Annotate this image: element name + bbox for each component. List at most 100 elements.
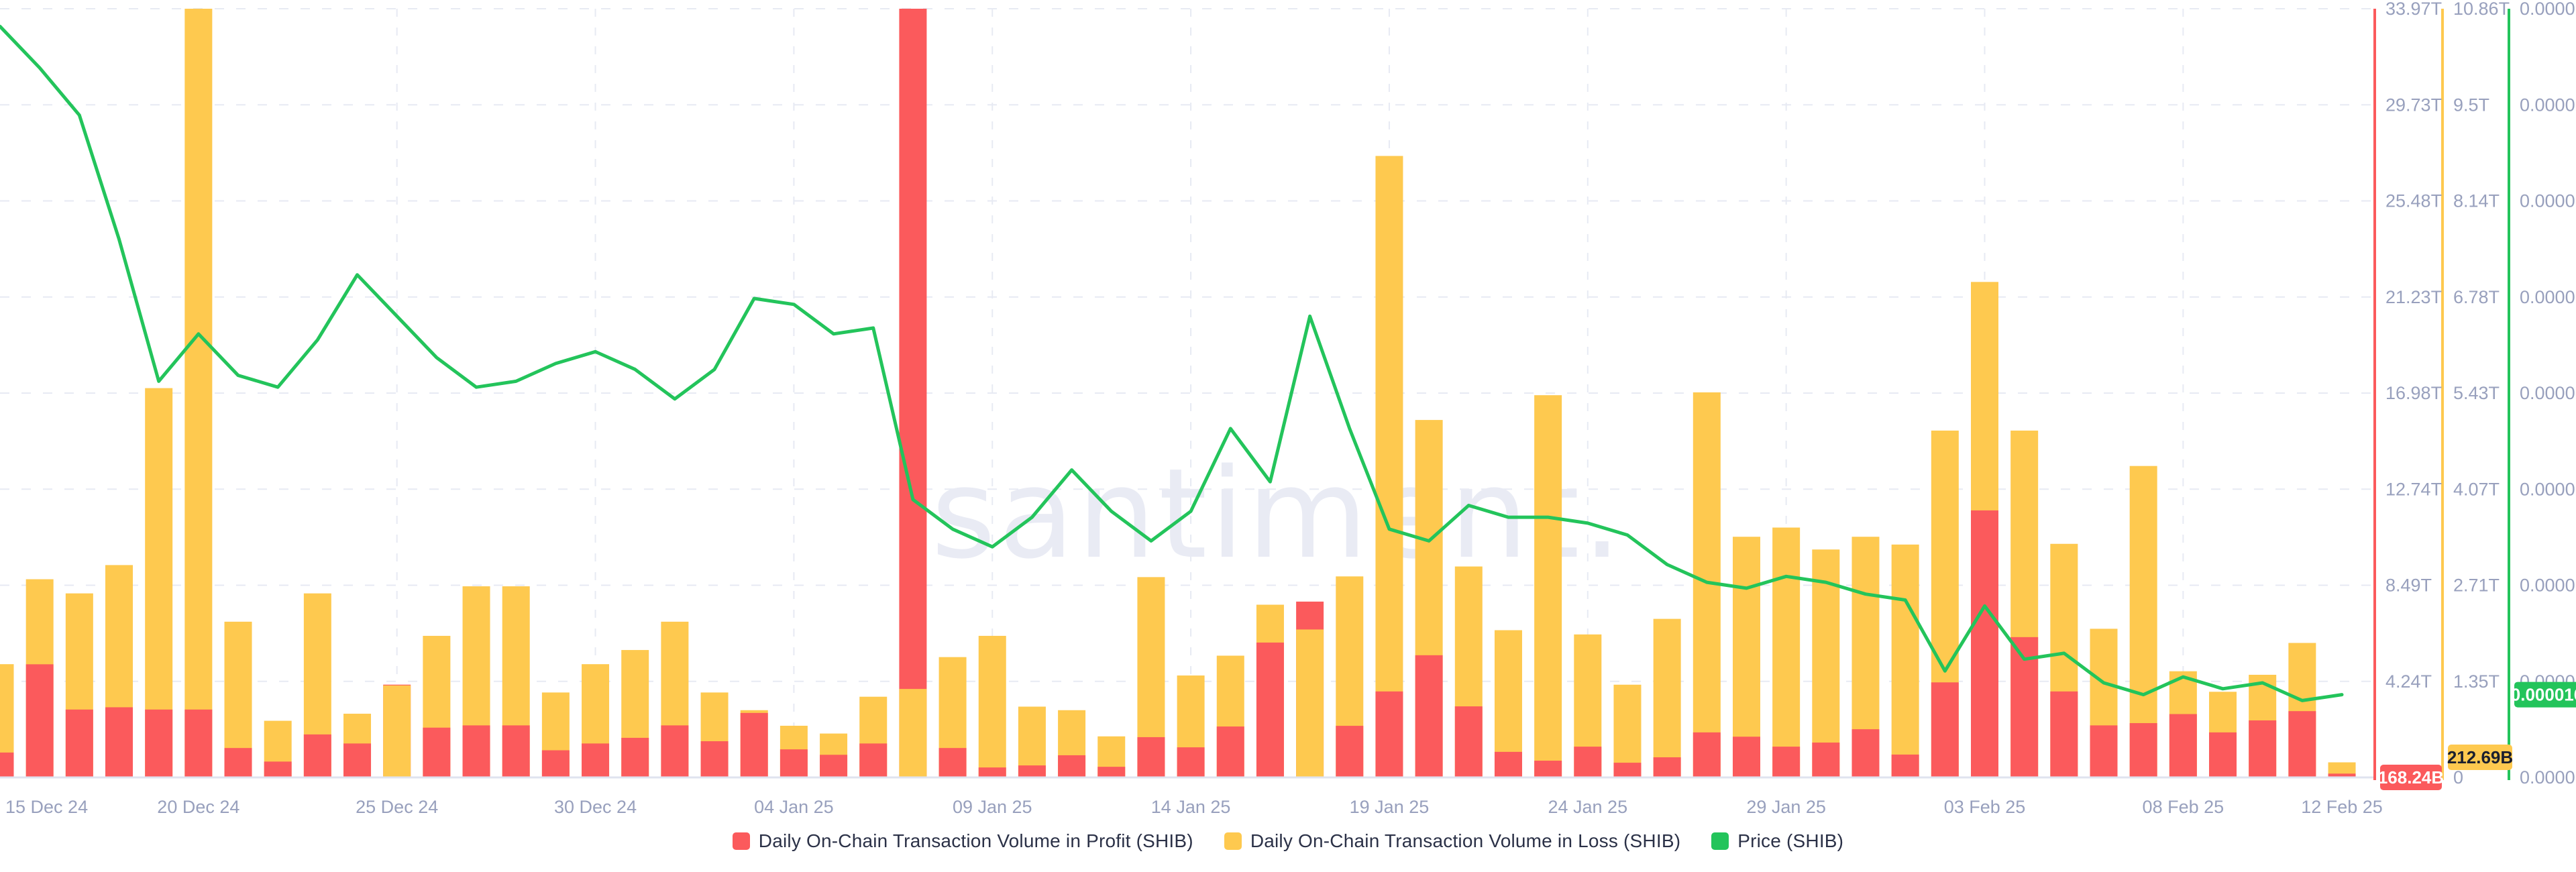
red-axis-label: 25.48T: [2385, 191, 2442, 211]
bar-profit[interactable]: [1336, 726, 1364, 777]
x-axis-date-label: 14 Jan 25: [1151, 797, 1231, 817]
bar-profit[interactable]: [820, 755, 848, 777]
bar-profit[interactable]: [502, 725, 530, 777]
bar-profit[interactable]: [1931, 682, 1959, 777]
bar-profit[interactable]: [1058, 755, 1086, 777]
bar-profit[interactable]: [303, 734, 331, 777]
bar-loss[interactable]: [1375, 156, 1403, 778]
x-axis-date-label: 19 Jan 25: [1350, 797, 1430, 817]
bar-loss[interactable]: [383, 685, 411, 777]
bar-profit[interactable]: [1256, 642, 1284, 777]
bar-profit[interactable]: [2209, 732, 2237, 777]
bar-profit[interactable]: [105, 707, 133, 777]
bar-profit[interactable]: [582, 743, 610, 777]
bar-profit[interactable]: [859, 743, 888, 777]
bar-profit[interactable]: [541, 750, 570, 777]
bar-profit[interactable]: [1454, 706, 1483, 777]
bar-profit[interactable]: [661, 725, 689, 777]
bar-profit[interactable]: [780, 749, 808, 777]
bar-profit[interactable]: [2169, 714, 2197, 777]
x-axis-date-label: 20 Dec 24: [157, 797, 239, 817]
x-axis-date-label: 24 Jan 25: [1548, 797, 1627, 817]
bar-profit[interactable]: [1891, 754, 1919, 777]
bar-profit[interactable]: [65, 709, 93, 777]
bar-profit[interactable]: [462, 725, 490, 777]
yellow-axis-label: 5.43T: [2453, 383, 2500, 403]
legend-item-loss-swatch: [1224, 832, 1242, 850]
bar-loss[interactable]: [1653, 618, 1681, 777]
bar-loss[interactable]: [184, 9, 213, 777]
green-axis-label: 0.000021: [2520, 383, 2576, 403]
bar-profit[interactable]: [264, 761, 292, 777]
bar-profit[interactable]: [2249, 720, 2277, 777]
bar-loss[interactable]: [1891, 544, 1919, 777]
yellow-axis-label: 2.71T: [2453, 576, 2500, 596]
bar-profit[interactable]: [1693, 732, 1721, 777]
bar-profit[interactable]: [25, 664, 54, 777]
bar-loss[interactable]: [0, 664, 14, 777]
bar-profit[interactable]: [1375, 691, 1403, 777]
yellow-axis-label: 8.14T: [2453, 191, 2500, 211]
santiment-watermark: santiment.: [931, 441, 1625, 586]
bar-loss[interactable]: [899, 689, 927, 777]
x-axis-date-label: 30 Dec 24: [554, 797, 637, 817]
bar-profit[interactable]: [1018, 765, 1046, 777]
legend-item-loss[interactable]: Daily On-Chain Transaction Volume in Los…: [1224, 830, 1680, 852]
x-axis-date-label: 15 Dec 24: [5, 797, 88, 817]
profit-value-badge: [2380, 765, 2442, 790]
bar-profit[interactable]: [2328, 773, 2356, 777]
bar-profit[interactable]: [899, 9, 927, 777]
bar-loss[interactable]: [1296, 629, 1324, 777]
legend-item-profit[interactable]: Daily On-Chain Transaction Volume in Pro…: [732, 830, 1193, 852]
bar-profit[interactable]: [1851, 729, 1880, 777]
bar-profit[interactable]: [621, 737, 649, 777]
bar-profit[interactable]: [2129, 723, 2157, 777]
bar-profit[interactable]: [740, 712, 768, 777]
bar-profit[interactable]: [1613, 763, 1642, 777]
bar-profit[interactable]: [1137, 737, 1165, 777]
bar-profit[interactable]: [423, 727, 451, 777]
bar-profit[interactable]: [184, 709, 213, 777]
bar-profit[interactable]: [2090, 725, 2118, 777]
bar-profit[interactable]: [1971, 510, 1998, 777]
bar-profit[interactable]: [1732, 737, 1760, 777]
bar-profit[interactable]: [1494, 751, 1522, 777]
red-axis-label: 16.98T: [2385, 383, 2442, 403]
legend-item-price-swatch: [1711, 832, 1729, 850]
bar-loss[interactable]: [1772, 527, 1801, 777]
red-axis-label: 21.23T: [2385, 287, 2442, 307]
bar-profit[interactable]: [1812, 743, 1840, 777]
bar-loss[interactable]: [1613, 684, 1642, 777]
bar-profit[interactable]: [1574, 747, 1602, 777]
bar-profit[interactable]: [1415, 655, 1443, 777]
x-axis-date-label: 12 Feb 25: [2301, 797, 2383, 817]
bar-profit[interactable]: [1653, 757, 1681, 777]
red-axis-label: 29.73T: [2385, 95, 2442, 115]
legend-item-profit-label: Daily On-Chain Transaction Volume in Pro…: [758, 830, 1193, 851]
bar-profit[interactable]: [1097, 767, 1126, 777]
bar-profit[interactable]: [1772, 747, 1801, 777]
bar-profit[interactable]: [978, 767, 1006, 777]
bar-loss[interactable]: [1812, 549, 1840, 777]
bar-profit[interactable]: [0, 752, 14, 777]
bar-profit[interactable]: [224, 748, 252, 777]
green-axis-label: 0.000028: [2520, 0, 2576, 19]
bar-profit[interactable]: [700, 741, 729, 777]
legend-item-price[interactable]: Price (SHIB): [1711, 830, 1843, 852]
bar-loss[interactable]: [1534, 395, 1562, 777]
bar-profit[interactable]: [2288, 711, 2316, 777]
yellow-axis-label: 4.07T: [2453, 479, 2500, 499]
bar-profit[interactable]: [2050, 691, 2078, 777]
bar-profit[interactable]: [1216, 726, 1244, 777]
bar-profit[interactable]: [938, 748, 967, 777]
bar-profit[interactable]: [343, 743, 372, 777]
bar-profit[interactable]: [1177, 747, 1205, 777]
red-axis-label: 8.49T: [2385, 576, 2432, 596]
bar-profit[interactable]: [1534, 761, 1562, 777]
green-axis-label: 0.000018: [2520, 576, 2576, 596]
price-line[interactable]: [0, 24, 2344, 702]
bar-profit[interactable]: [145, 709, 173, 777]
bar-loss[interactable]: [978, 635, 1006, 777]
